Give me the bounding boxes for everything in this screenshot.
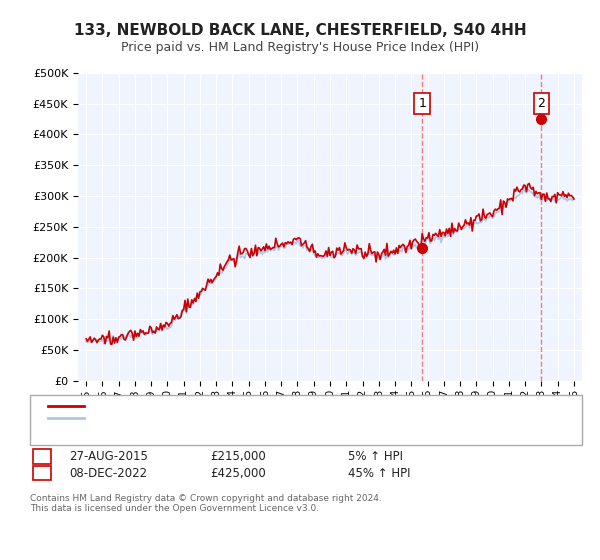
Text: 27-AUG-2015: 27-AUG-2015 <box>69 450 148 463</box>
Text: 1: 1 <box>38 450 46 463</box>
Text: Price paid vs. HM Land Registry's House Price Index (HPI): Price paid vs. HM Land Registry's House … <box>121 41 479 54</box>
Text: 133, NEWBOLD BACK LANE, CHESTERFIELD, S40 4HH: 133, NEWBOLD BACK LANE, CHESTERFIELD, S4… <box>74 24 526 38</box>
Text: 1: 1 <box>418 97 426 110</box>
Text: HPI: Average price, detached house, Chesterfield: HPI: Average price, detached house, Ches… <box>90 413 346 423</box>
Text: 2: 2 <box>538 97 545 110</box>
Text: £425,000: £425,000 <box>210 466 266 480</box>
Text: 08-DEC-2022: 08-DEC-2022 <box>69 466 147 480</box>
Text: Contains HM Land Registry data © Crown copyright and database right 2024.
This d: Contains HM Land Registry data © Crown c… <box>30 494 382 514</box>
Text: 133, NEWBOLD BACK LANE, CHESTERFIELD, S40 4HH (detached house): 133, NEWBOLD BACK LANE, CHESTERFIELD, S4… <box>90 401 463 411</box>
Text: £215,000: £215,000 <box>210 450 266 463</box>
Text: 5% ↑ HPI: 5% ↑ HPI <box>348 450 403 463</box>
Text: 45% ↑ HPI: 45% ↑ HPI <box>348 466 410 480</box>
Text: 2: 2 <box>38 466 46 480</box>
